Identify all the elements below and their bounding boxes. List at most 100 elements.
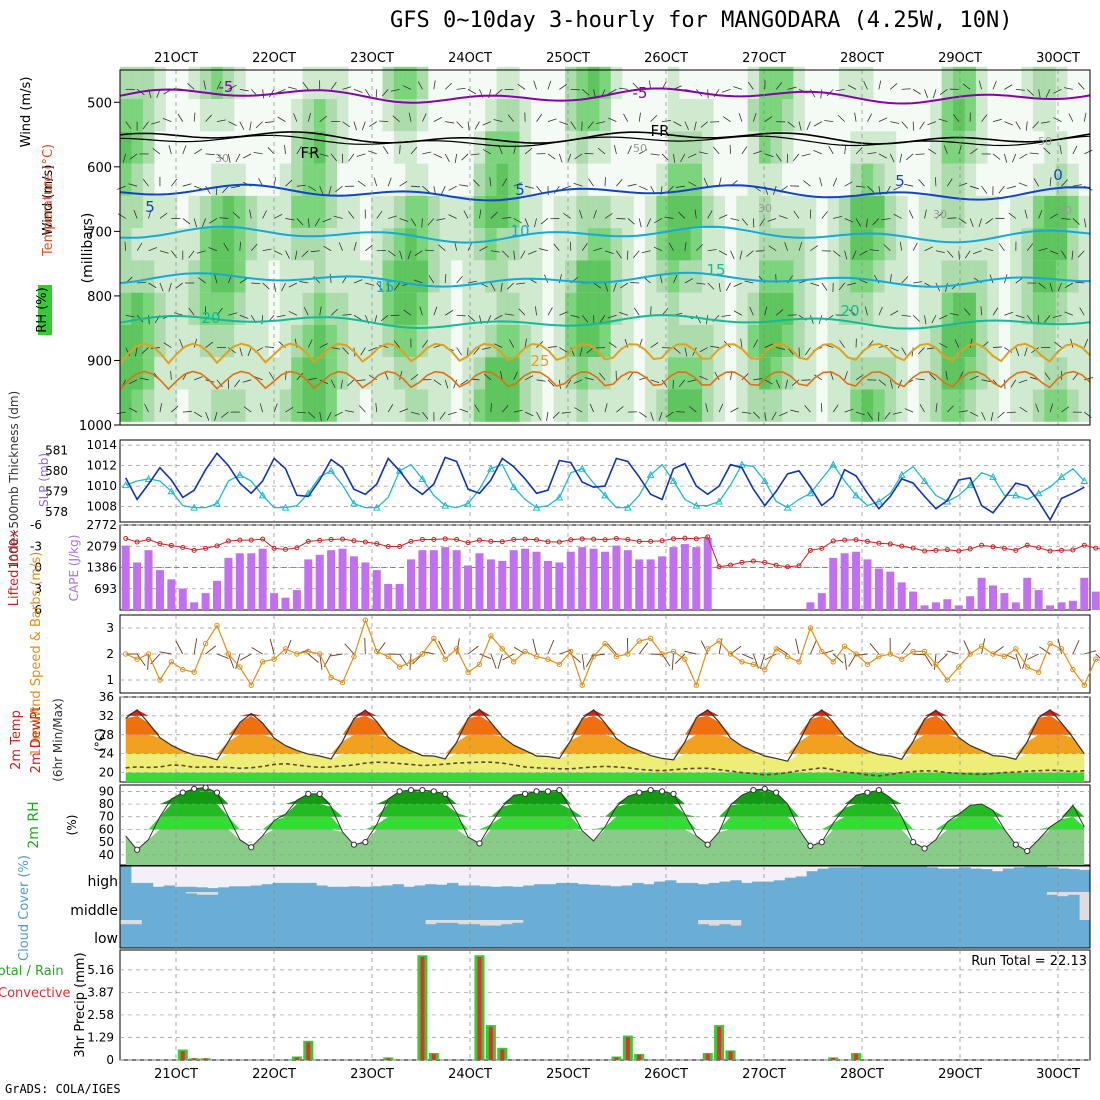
wind10-barb xyxy=(497,653,503,670)
wind-barb xyxy=(832,250,841,257)
wind-barb xyxy=(958,218,967,224)
rh-shade-cell xyxy=(565,260,577,293)
x-tick-label-bottom: 23OCT xyxy=(350,1067,394,1082)
wind10-point xyxy=(419,651,426,657)
wind-barb xyxy=(222,185,229,194)
rh-shade-cell xyxy=(302,228,315,261)
rh-shade-cell xyxy=(485,195,497,229)
cloud-low-bar xyxy=(817,920,829,948)
rh-shade-cell xyxy=(1044,389,1056,422)
precip-convective-bar xyxy=(831,1057,836,1060)
rh-shade-cell xyxy=(656,228,668,261)
wind-barb xyxy=(251,282,261,285)
cloud-low-bar xyxy=(120,924,132,948)
rh-shade-cell xyxy=(644,195,657,229)
rh-shade-cell xyxy=(165,228,178,261)
wind-barb xyxy=(438,244,446,252)
wind-barb xyxy=(448,214,457,219)
wind10-barb xyxy=(585,653,594,667)
wind-barb xyxy=(650,379,660,384)
wind-barb xyxy=(810,245,819,252)
cloud-high-bar xyxy=(697,884,710,892)
wind-barb xyxy=(584,377,594,381)
cloud-middle-bar xyxy=(414,892,426,920)
rh-shade-cell xyxy=(622,292,634,325)
rh-shade-cell xyxy=(793,228,805,261)
cloud-high-bar xyxy=(370,886,383,892)
cloud-middle-bar xyxy=(763,892,775,920)
rh-shade-cell xyxy=(884,389,897,422)
rh-shade-cell xyxy=(530,195,543,229)
wind10-point xyxy=(1070,666,1076,673)
wind10-point xyxy=(168,659,175,665)
wind10-point xyxy=(442,656,448,662)
wind-barb xyxy=(193,218,198,228)
rh-tick-label: 60 xyxy=(99,822,114,836)
wind-barb xyxy=(793,153,800,162)
wind-barb xyxy=(319,412,322,422)
thickness-point xyxy=(509,483,518,491)
wind-barb xyxy=(775,82,783,90)
wind10-point xyxy=(739,659,745,665)
rh-shade-cell xyxy=(462,195,474,229)
wind-barb xyxy=(203,80,206,90)
wind-barb xyxy=(1049,250,1059,255)
wind-barb xyxy=(658,411,663,421)
rh-shade-cell xyxy=(142,195,155,229)
cape-bar xyxy=(543,560,552,610)
cape-bar xyxy=(247,553,256,610)
rh-shade-cell xyxy=(679,389,691,422)
rh-shade-cell xyxy=(953,163,965,196)
thickness-point xyxy=(1034,489,1043,497)
rh-shade-cell xyxy=(781,131,794,164)
wind10-barb xyxy=(216,653,229,659)
rh-shade-cell xyxy=(234,357,246,390)
rh-shade-cell xyxy=(439,228,452,261)
rh-shade-cell xyxy=(1055,389,1068,422)
wind-barb xyxy=(883,244,891,252)
wind-barb xyxy=(495,89,503,96)
wind-barb xyxy=(980,306,982,316)
rh-shade-cell xyxy=(987,357,999,390)
rh-shade-cell xyxy=(120,228,132,261)
wind-barb xyxy=(764,153,774,158)
rh-shade-cell xyxy=(1032,228,1045,261)
rh-shade-cell xyxy=(679,357,691,390)
wind-barb xyxy=(540,218,549,225)
rh-shade-cell xyxy=(473,195,486,229)
cape-bar xyxy=(829,557,838,610)
wind-barb xyxy=(730,407,739,413)
cloud-low-bar xyxy=(534,920,546,948)
wind-barb xyxy=(125,121,132,130)
wind-barb xyxy=(639,411,647,418)
wind-barb xyxy=(330,153,337,162)
li-series-line xyxy=(125,536,1100,568)
cloud-low-bar xyxy=(948,920,960,948)
wind-barb xyxy=(733,310,743,316)
rh-shade-cell xyxy=(1032,195,1045,229)
wind10-point xyxy=(796,659,802,665)
wind-barb xyxy=(714,371,720,381)
wind-barb xyxy=(1033,178,1039,187)
rh-shade-cell xyxy=(702,131,714,164)
cloud-high-bar xyxy=(599,885,611,892)
wind10-barb xyxy=(869,643,880,655)
rh-shade-cell xyxy=(1055,260,1068,293)
rh-shade-cell xyxy=(759,260,771,293)
cloud-middle-bar xyxy=(490,892,502,920)
wind-barb xyxy=(353,88,363,93)
wind-barb xyxy=(293,113,298,122)
wind-barb xyxy=(517,83,526,90)
cloud-high-bar xyxy=(752,881,764,892)
rh-shade-cell xyxy=(565,99,577,132)
rh-shade-cell xyxy=(154,357,166,390)
rh-shade-cell xyxy=(656,357,668,390)
wind-barb xyxy=(855,147,863,155)
rh-shade-cell xyxy=(599,66,611,100)
wind-barb xyxy=(376,282,383,291)
rh-shade-cell xyxy=(165,195,178,229)
cloud-high-bar xyxy=(817,868,829,892)
rh-shade-cell xyxy=(930,260,942,293)
wind-barb xyxy=(784,242,788,251)
wind-barb xyxy=(188,307,195,316)
